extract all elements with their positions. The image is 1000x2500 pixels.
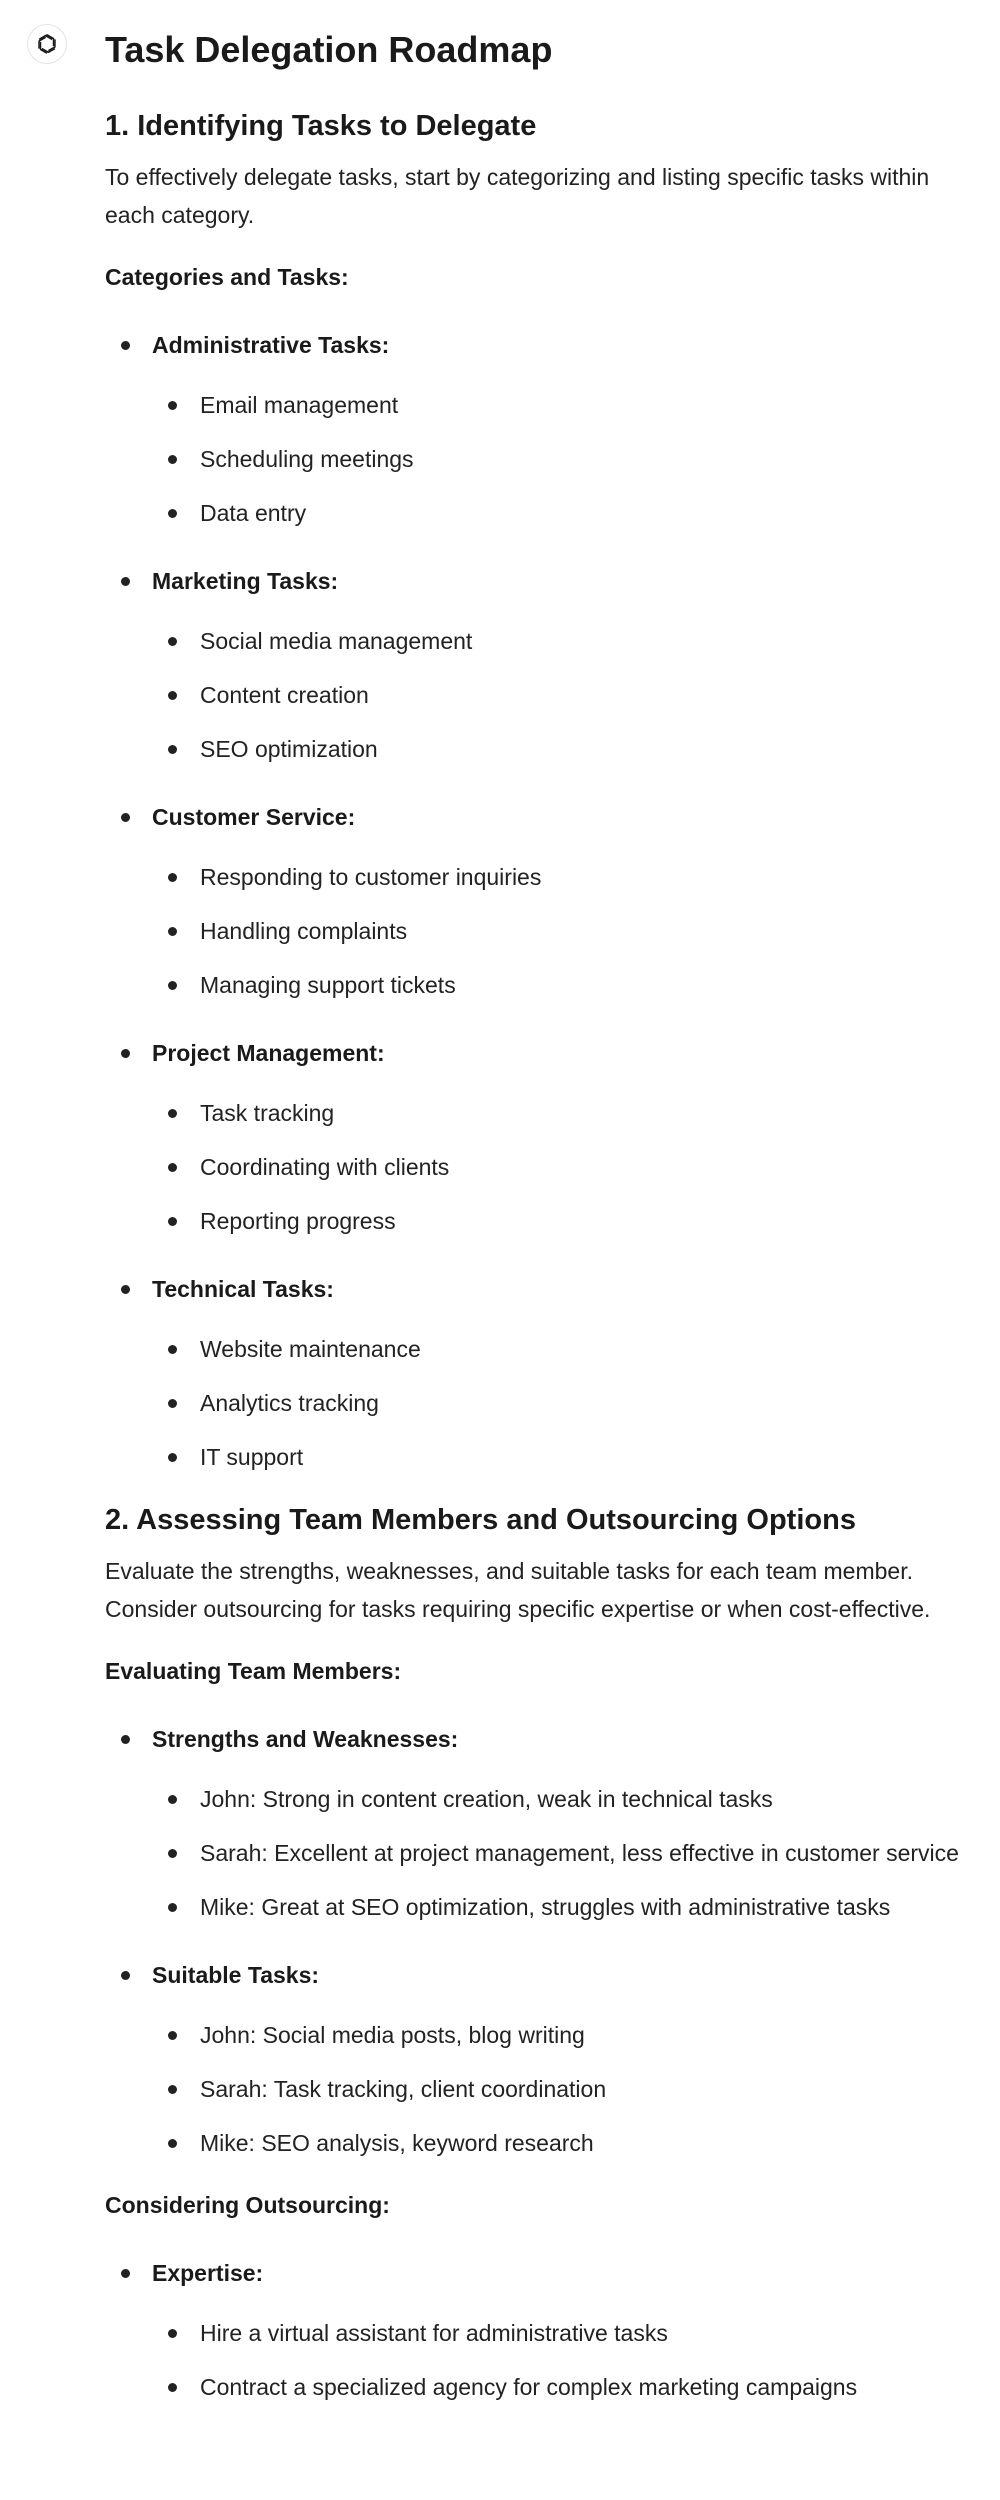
task-list: Task tracking Coordinating with clients … [105,1094,985,1240]
category-label: Marketing Tasks: [105,562,985,600]
category-label: Strengths and Weaknesses: [105,1720,985,1758]
category: Strengths and Weaknesses: John: Strong i… [105,1720,985,1926]
category: Project Management: Task tracking Coordi… [105,1034,985,1240]
list-item: Responding to customer inquiries [105,858,985,896]
category: Administrative Tasks: Email management S… [105,326,985,532]
section-heading: 2. Assessing Team Members and Outsourcin… [105,1504,856,1536]
assistant-message: Task Delegation Roadmap 1. Identifying T… [105,18,985,2406]
openai-logo-icon [38,34,56,54]
group-subheading: Considering Outsourcing: [105,2192,390,2218]
category-label: Project Management: [105,1034,985,1072]
category-label: Expertise: [105,2254,985,2292]
section-intro: Evaluate the strengths, weaknesses, and … [105,1558,931,1622]
list-item: SEO optimization [105,730,985,768]
task-list: John: Social media posts, blog writing S… [105,2016,985,2162]
list-item: John: Strong in content creation, weak i… [105,1780,985,1818]
group-subheading: Evaluating Team Members: [105,1658,402,1684]
list-item: Managing support tickets [105,966,985,1004]
list-item: Analytics tracking [105,1384,985,1422]
category-list: Strengths and Weaknesses: John: Strong i… [105,1720,985,2162]
assistant-avatar [27,24,67,64]
category-label: Suitable Tasks: [105,1956,985,1994]
group-subheading: Categories and Tasks: [105,264,349,290]
category: Suitable Tasks: John: Social media posts… [105,1956,985,2162]
category: Customer Service: Responding to customer… [105,798,985,1004]
list-item: Scheduling meetings [105,440,985,478]
category-label: Customer Service: [105,798,985,836]
list-item: Sarah: Excellent at project management, … [105,1834,985,1872]
list-item: Coordinating with clients [105,1148,985,1186]
section-heading: 1. Identifying Tasks to Delegate [105,110,537,142]
list-item: Hire a virtual assistant for administrat… [105,2314,985,2352]
list-item: Content creation [105,676,985,714]
document-title: Task Delegation Roadmap [105,29,553,70]
task-list: Social media management Content creation… [105,622,985,768]
list-item: Handling complaints [105,912,985,950]
list-item: IT support [105,1438,985,1476]
list-item: Mike: Great at SEO optimization, struggl… [105,1888,985,1926]
category: Expertise: Hire a virtual assistant for … [105,2254,985,2406]
task-list: Email management Scheduling meetings Dat… [105,386,985,532]
list-item: Task tracking [105,1094,985,1132]
category-list: Administrative Tasks: Email management S… [105,326,985,1476]
list-item: Sarah: Task tracking, client coordinatio… [105,2070,985,2108]
category: Marketing Tasks: Social media management… [105,562,985,768]
section-intro: To effectively delegate tasks, start by … [105,164,930,228]
list-item: Social media management [105,622,985,660]
category-list: Expertise: Hire a virtual assistant for … [105,2254,985,2406]
task-list: John: Strong in content creation, weak i… [105,1780,985,1926]
category-label: Administrative Tasks: [105,326,985,364]
task-list: Hire a virtual assistant for administrat… [105,2314,985,2406]
list-item: John: Social media posts, blog writing [105,2016,985,2054]
list-item: Reporting progress [105,1202,985,1240]
list-item: Contract a specialized agency for comple… [105,2368,985,2406]
list-item: Data entry [105,494,985,532]
list-item: Email management [105,386,985,424]
list-item: Website maintenance [105,1330,985,1368]
category: Technical Tasks: Website maintenance Ana… [105,1270,985,1476]
task-list: Website maintenance Analytics tracking I… [105,1330,985,1476]
task-list: Responding to customer inquiries Handlin… [105,858,985,1004]
list-item: Mike: SEO analysis, keyword research [105,2124,985,2162]
category-label: Technical Tasks: [105,1270,985,1308]
